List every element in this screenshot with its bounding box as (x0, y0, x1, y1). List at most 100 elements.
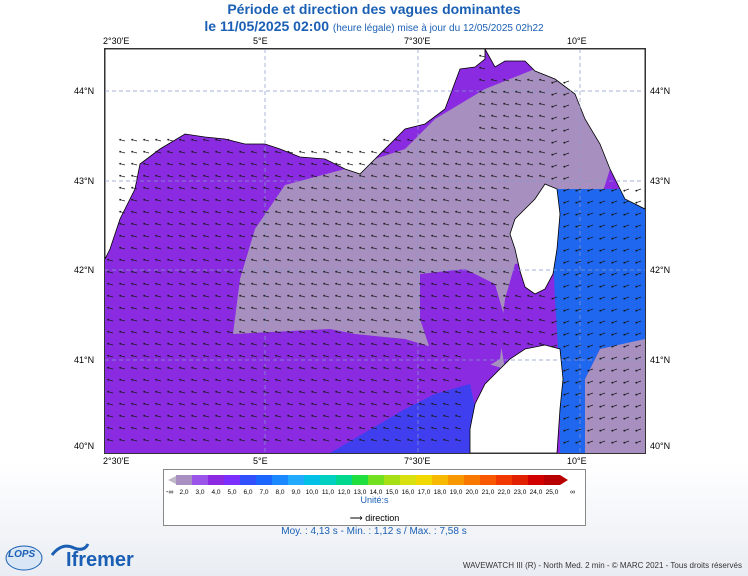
direction-arrow-head (143, 186, 146, 189)
direction-arrow-head (503, 222, 506, 225)
direction-arrow-head (395, 246, 398, 249)
direction-arrow-head (479, 54, 482, 57)
direction-arrow-head (599, 393, 602, 396)
map-frame (104, 48, 646, 454)
direction-arrow-head (359, 174, 362, 177)
direction-arrow-head (635, 405, 638, 408)
direction-arrow-head (383, 342, 386, 345)
direction-arrow-head (347, 222, 350, 225)
direction-arrow-head (575, 441, 578, 444)
direction-arrow-head (275, 426, 278, 429)
direction-arrow-head (179, 306, 182, 309)
direction-arrow-head (563, 93, 566, 96)
direction-arrow-head (503, 246, 506, 249)
direction-arrow-head (623, 273, 626, 276)
direction-arrow-head (515, 330, 518, 333)
direction-arrow-head (311, 222, 314, 225)
direction-arrow-head (395, 222, 398, 225)
direction-arrow-head (119, 198, 122, 201)
direction-arrow-head (479, 342, 482, 345)
direction-arrow-head (311, 306, 314, 309)
direction-arrow-head (131, 366, 134, 369)
direction-arrow-head (431, 378, 434, 381)
direction-arrow-head (311, 426, 314, 429)
direction-arrow-head (299, 438, 302, 441)
direction-arrow-head (383, 234, 386, 237)
direction-arrow-head (539, 174, 542, 177)
direction-arrow-head (563, 153, 566, 156)
direction-arrow-head (455, 150, 458, 153)
direction-arrow-head (107, 258, 110, 261)
direction-arrow-head (191, 282, 194, 285)
direction-arrow-head (635, 309, 638, 312)
direction-arrow-head (311, 318, 314, 321)
direction-arrow-head (527, 294, 530, 297)
direction-arrow-head (107, 414, 110, 417)
direction-arrow-head (155, 330, 158, 333)
direction-arrow-head (371, 366, 374, 369)
direction-arrow-head (155, 282, 158, 285)
direction-arrow-head (215, 150, 218, 153)
direction-arrow-head (407, 438, 410, 441)
lon-tick-bottom-1: 5°E (253, 456, 268, 466)
direction-arrow-head (275, 150, 278, 153)
direction-arrow-head (383, 270, 386, 273)
direction-arrow-head (203, 354, 206, 357)
direction-arrow-head (515, 138, 518, 141)
direction-arrow-head (323, 270, 326, 273)
direction-arrow-head (107, 366, 110, 369)
direction-arrow-head (623, 213, 626, 216)
direction-arrow-head (563, 381, 566, 384)
direction-arrow-head (347, 318, 350, 321)
direction-arrow-head (443, 270, 446, 273)
direction-arrow-head (611, 225, 614, 228)
direction-arrow-head (623, 225, 626, 228)
legend-swatch (256, 475, 272, 485)
direction-arrow-head (575, 381, 578, 384)
direction-arrow-head (371, 294, 374, 297)
direction-arrow-head (611, 297, 614, 300)
direction-arrow-head (431, 306, 434, 309)
direction-arrow-head (143, 210, 146, 213)
direction-arrow-head (311, 366, 314, 369)
direction-arrow-head (611, 285, 614, 288)
direction-arrow-head (131, 186, 134, 189)
direction-arrow-head (215, 438, 218, 441)
direction-arrow-head (419, 222, 422, 225)
ifremer-wave-icon (50, 543, 90, 556)
direction-arrow-head (371, 414, 374, 417)
direction-arrow-head (347, 366, 350, 369)
direction-arrow-head (419, 294, 422, 297)
direction-arrow-head (179, 246, 182, 249)
direction-arrow-head (311, 402, 314, 405)
direction-arrow-head (455, 354, 458, 357)
direction-arrow-head (167, 306, 170, 309)
direction-arrow-head (635, 249, 638, 252)
direction-arrow-head (155, 426, 158, 429)
lon-tick-top-3: 10°E (567, 36, 587, 46)
direction-arrow-head (179, 378, 182, 381)
direction-arrow-head (299, 210, 302, 213)
direction-arrow-head (167, 234, 170, 237)
direction-arrow-head (275, 162, 278, 165)
direction-arrow-head (347, 426, 350, 429)
direction-arrow-head (575, 345, 578, 348)
direction-arrow-head (155, 150, 158, 153)
legend-tick-label: 14,0 (370, 489, 383, 496)
direction-arrow-head (419, 390, 422, 393)
legend-tick-label: 21,0 (482, 489, 495, 496)
direction-arrow-head (275, 390, 278, 393)
direction-arrow-head (263, 390, 266, 393)
direction-arrow-head (491, 282, 494, 285)
direction-arrow-head (443, 378, 446, 381)
direction-arrow-head (263, 282, 266, 285)
direction-arrow-head (107, 306, 110, 309)
direction-arrow-head (587, 237, 590, 240)
legend-swatch (352, 475, 368, 485)
direction-arrow-head (479, 126, 482, 129)
update-note: (heure légale) mise à jour du 12/05/2025… (332, 23, 544, 34)
direction-arrow-head (383, 174, 386, 177)
direction-arrow-head (395, 174, 398, 177)
direction-arrow-head (335, 318, 338, 321)
direction-arrow-head (455, 222, 458, 225)
